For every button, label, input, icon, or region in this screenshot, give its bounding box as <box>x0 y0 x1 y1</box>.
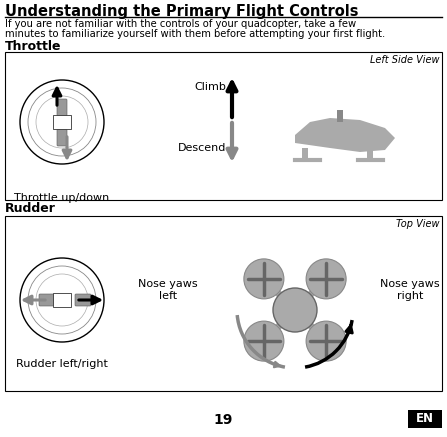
Text: Climb: Climb <box>194 82 226 92</box>
Text: If you are not familiar with the controls of your quadcopter, take a few: If you are not familiar with the control… <box>5 19 356 29</box>
Text: Left Side View: Left Side View <box>371 55 440 65</box>
Text: 19: 19 <box>213 413 233 427</box>
Text: Understanding the Primary Flight Controls: Understanding the Primary Flight Control… <box>5 4 358 19</box>
Bar <box>5 52 442 200</box>
Text: EN: EN <box>416 413 434 426</box>
Text: Throttle: Throttle <box>5 40 62 53</box>
Text: Rudder left/right: Rudder left/right <box>16 359 108 369</box>
Text: Top View: Top View <box>396 219 440 229</box>
Circle shape <box>28 88 96 156</box>
Circle shape <box>20 258 104 342</box>
Bar <box>53 115 71 129</box>
Bar <box>337 110 343 122</box>
FancyBboxPatch shape <box>57 129 67 146</box>
FancyBboxPatch shape <box>57 99 67 116</box>
Bar <box>408 410 442 428</box>
Text: Nose yaws
right: Nose yaws right <box>380 279 440 301</box>
Circle shape <box>36 96 88 148</box>
Text: Descend: Descend <box>177 143 226 153</box>
Circle shape <box>273 288 317 332</box>
Circle shape <box>244 321 284 361</box>
Circle shape <box>20 80 104 164</box>
Text: Nose yaws
left: Nose yaws left <box>138 279 198 301</box>
FancyBboxPatch shape <box>75 294 91 306</box>
Bar <box>367 148 373 160</box>
Circle shape <box>306 321 346 361</box>
Text: Rudder: Rudder <box>5 202 56 215</box>
Text: minutes to familiarize yourself with them before attempting your first flight.: minutes to familiarize yourself with the… <box>5 29 385 39</box>
Bar <box>302 148 308 160</box>
Circle shape <box>244 259 284 299</box>
Text: Throttle up/down: Throttle up/down <box>14 193 110 203</box>
Polygon shape <box>295 118 395 152</box>
Circle shape <box>28 266 96 334</box>
FancyBboxPatch shape <box>39 294 55 306</box>
Circle shape <box>306 259 346 299</box>
Bar <box>5 216 442 391</box>
Circle shape <box>36 274 88 326</box>
Bar <box>53 293 71 307</box>
